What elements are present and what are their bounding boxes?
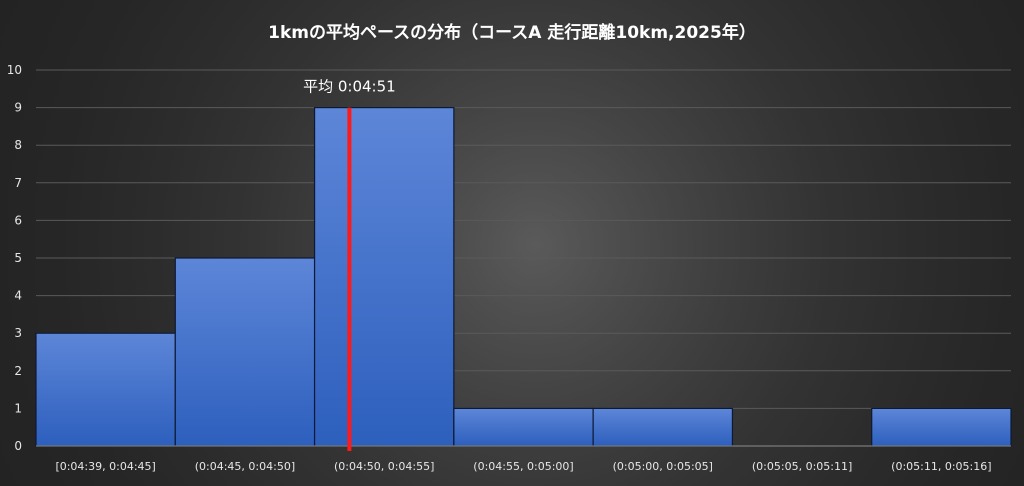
x-tick-label: (0:04:50, 0:04:55] <box>334 460 434 473</box>
x-axis-ticks: [0:04:39, 0:04:45] (0:04:45, 0:04:50] (0:0… <box>55 460 991 473</box>
y-tick-label: 2 <box>14 364 22 378</box>
y-tick-label: 5 <box>14 251 22 265</box>
y-tick-label: 3 <box>14 326 22 340</box>
bar <box>313 106 455 447</box>
x-tick-label: (0:04:55, 0:05:00] <box>473 460 573 473</box>
bar <box>453 407 594 447</box>
bar <box>871 407 1012 447</box>
y-tick-label: 6 <box>14 213 22 227</box>
bars <box>35 106 1012 447</box>
bar <box>592 407 734 447</box>
y-tick-label: 10 <box>7 63 22 77</box>
y-tick-label: 8 <box>14 138 22 152</box>
y-axis-ticks: 0 1 2 3 4 5 6 7 8 9 10 <box>7 63 22 453</box>
y-tick-label: 1 <box>14 401 22 415</box>
chart-title: 1kmの平均ペースの分布（コースA 走行距離10km,2025年） <box>268 22 756 43</box>
x-tick-label: (0:05:00, 0:05:05] <box>613 460 713 473</box>
mean-label: 平均 0:04:51 <box>303 78 396 96</box>
bar <box>174 257 316 447</box>
x-tick-label: (0:05:11, 0:05:16] <box>891 460 991 473</box>
x-tick-label: (0:04:45, 0:04:50] <box>195 460 295 473</box>
y-tick-label: 7 <box>14 176 22 190</box>
y-tick-label: 4 <box>14 289 22 303</box>
bar <box>35 332 176 447</box>
x-tick-label: [0:04:39, 0:04:45] <box>55 460 155 473</box>
y-tick-label: 0 <box>14 439 22 453</box>
x-tick-label: (0:05:05, 0:05:11] <box>752 460 852 473</box>
y-tick-label: 9 <box>14 101 22 115</box>
